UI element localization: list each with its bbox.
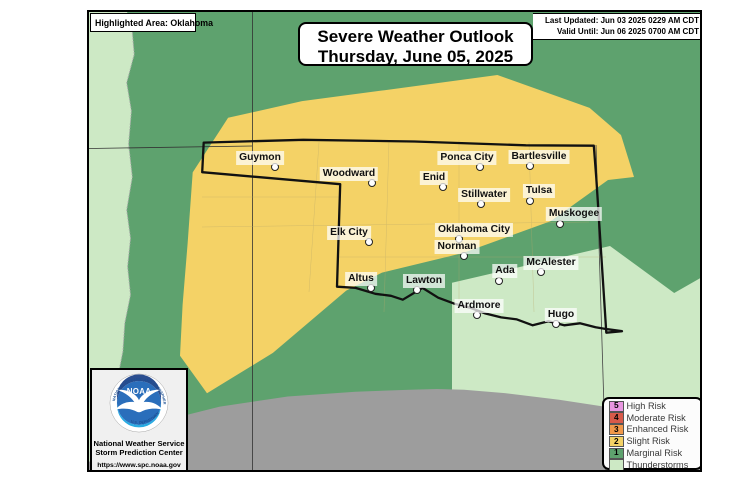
svg-text:NOAA: NOAA bbox=[127, 387, 152, 396]
